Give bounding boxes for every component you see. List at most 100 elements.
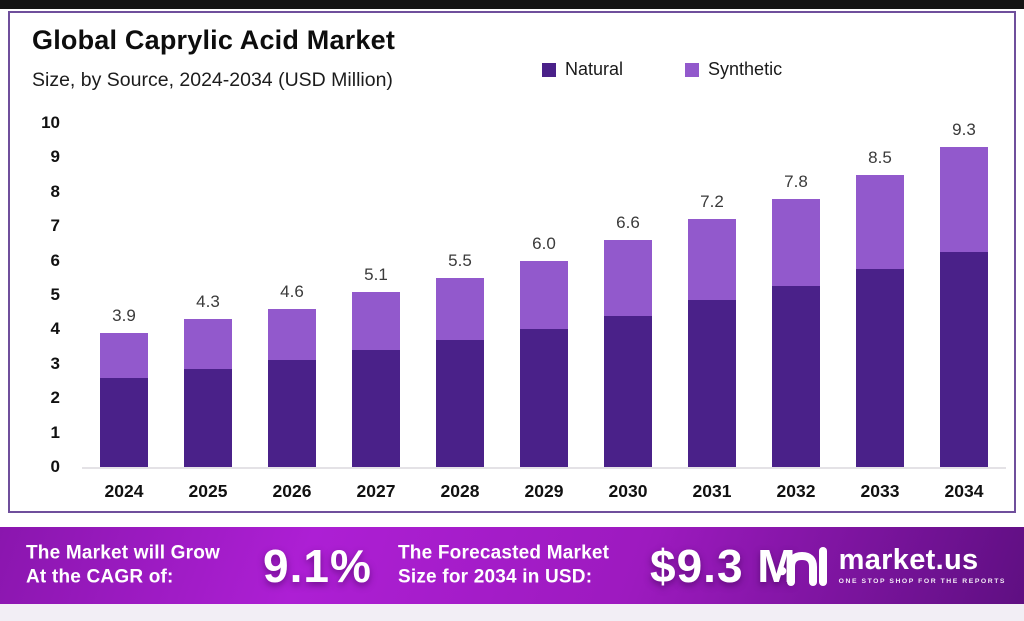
bar-segment-natural	[352, 350, 400, 467]
brand-logo: market.us ONE STOP SHOP FOR THE REPORTS	[777, 544, 1006, 588]
bar-segment-natural	[856, 269, 904, 467]
x-axis-label: 2024	[104, 481, 144, 501]
forecast-label-line1: The Forecasted Market	[398, 541, 610, 563]
bar-value-label: 5.5	[448, 250, 472, 270]
chart-subtitle: Size, by Source, 2024-2034 (USD Million)	[32, 69, 393, 91]
stacked-bar	[688, 219, 736, 467]
stacked-bar	[772, 198, 820, 467]
bar-segment-synthetic	[604, 239, 652, 316]
bar-segment-natural	[688, 300, 736, 467]
bar-group-2024: 3.9	[82, 13, 166, 467]
x-axis-label: 2025	[188, 481, 228, 501]
bar-group-2034: 9.3	[922, 13, 1006, 467]
bar-segment-synthetic	[940, 147, 988, 252]
stacked-bar	[184, 319, 232, 467]
bar-value-label: 4.3	[196, 292, 220, 312]
cagr-label: The Market will Grow At the CAGR of:	[26, 541, 220, 590]
bar-segment-natural	[772, 286, 820, 467]
marketus-logo-icon	[777, 546, 827, 586]
stacked-bar	[520, 260, 568, 467]
legend-label-synthetic: Synthetic	[708, 59, 783, 79]
bar-value-label: 9.3	[952, 120, 976, 140]
bar-segment-synthetic	[268, 308, 316, 361]
bar-group-2025: 4.3	[166, 13, 250, 467]
bar-value-label: 3.9	[112, 305, 136, 325]
y-tick-label: 4	[50, 319, 60, 339]
stacked-bar	[268, 308, 316, 467]
bar-segment-natural	[604, 315, 652, 467]
legend-item-synthetic: Synthetic	[685, 59, 782, 80]
bar-segment-natural	[184, 368, 232, 467]
y-tick-label: 0	[50, 457, 60, 476]
x-axis-label: 2029	[524, 481, 564, 501]
stacked-bar	[604, 239, 652, 467]
cagr-label-line1: The Market will Grow	[26, 541, 221, 563]
bar-value-label: 7.2	[700, 192, 724, 212]
bar-value-label: 4.6	[280, 281, 304, 301]
footer-banner: The Market will Grow At the CAGR of: 9.1…	[0, 527, 1024, 604]
stacked-bar	[940, 147, 988, 467]
cagr-label-line2: At the CAGR of:	[26, 566, 174, 588]
y-tick-label: 3	[50, 353, 60, 373]
y-tick-label: 10	[41, 113, 60, 132]
top-black-strip	[0, 0, 1024, 9]
synthetic-swatch-icon	[685, 62, 700, 77]
x-axis: 2024 2025 2026 2027 2028 2029 2030 2031 2032 2033…	[82, 481, 1006, 502]
y-tick-label: 8	[50, 181, 60, 201]
y-tick-label: 1	[50, 422, 60, 442]
bar-value-label: 5.1	[364, 264, 388, 284]
brand-tagline: ONE STOP SHOP FOR THE REPORTS	[838, 577, 1006, 585]
y-tick-label: 2	[50, 388, 60, 408]
bar-value-label: 6.6	[616, 212, 640, 232]
x-axis-label: 2031	[692, 481, 732, 501]
bar-segment-synthetic	[352, 291, 400, 351]
forecast-value: $9.3 M	[650, 539, 797, 592]
y-tick-label: 7	[50, 216, 60, 236]
plot-area: 3.9 4.3 4.6 5.1 5.5 6.0 6.6 7.2 7.8 8.5 9.3	[82, 13, 1006, 469]
x-axis-label: 2032	[776, 481, 816, 501]
bar-group-2031: 7.2	[670, 13, 754, 467]
chart-title: Global Caprylic Acid Market	[32, 25, 396, 55]
bar-segment-synthetic	[184, 319, 232, 369]
y-tick-label: 9	[50, 147, 60, 167]
bar-segment-synthetic	[688, 219, 736, 301]
bar-value-label: 6.0	[532, 233, 556, 253]
bar-segment-synthetic	[520, 260, 568, 330]
stacked-bar	[436, 277, 484, 467]
x-axis-label: 2034	[944, 481, 984, 501]
bar-segment-natural	[436, 339, 484, 467]
y-axis: 0 1 2 3 4 5 6 7 8 9 10	[10, 13, 66, 476]
bar-group-2028: 5.5	[418, 13, 502, 467]
bar-segment-natural	[100, 377, 148, 467]
bar-group-2032: 7.8	[754, 13, 838, 467]
x-axis-label: 2027	[356, 481, 396, 501]
legend-item-natural: Natural	[542, 59, 623, 80]
bottom-strip	[0, 604, 1024, 621]
bar-group-2029: 6.0	[502, 13, 586, 467]
stacked-bar	[856, 174, 904, 467]
brand-text: market.us ONE STOP SHOP FOR THE REPORTS	[838, 543, 1006, 586]
x-axis-label: 2028	[440, 481, 480, 501]
bar-segment-synthetic	[772, 198, 820, 287]
x-axis-label: 2030	[608, 481, 648, 501]
bar-value-label: 7.8	[784, 171, 808, 191]
bar-segment-natural	[940, 252, 988, 467]
brand-name: market.us	[838, 543, 979, 576]
legend: Natural Synthetic	[542, 59, 782, 80]
bar-group-2033: 8.5	[838, 13, 922, 467]
bar-segment-natural	[520, 329, 568, 467]
bar-group-2026: 4.6	[250, 13, 334, 467]
y-tick-label: 6	[50, 250, 60, 270]
bar-segment-synthetic	[856, 174, 904, 270]
bar-segment-synthetic	[100, 332, 148, 378]
x-axis-label: 2033	[860, 481, 900, 501]
stacked-bar	[100, 332, 148, 467]
bar-segment-synthetic	[436, 277, 484, 340]
bar-segment-natural	[268, 360, 316, 467]
bar-value-label: 8.5	[868, 147, 892, 167]
y-tick-label: 5	[50, 285, 60, 304]
bar-group-2027: 5.1	[334, 13, 418, 467]
stacked-bar	[352, 291, 400, 467]
legend-label-natural: Natural	[565, 59, 624, 79]
bar-group-2030: 6.6	[586, 13, 670, 467]
